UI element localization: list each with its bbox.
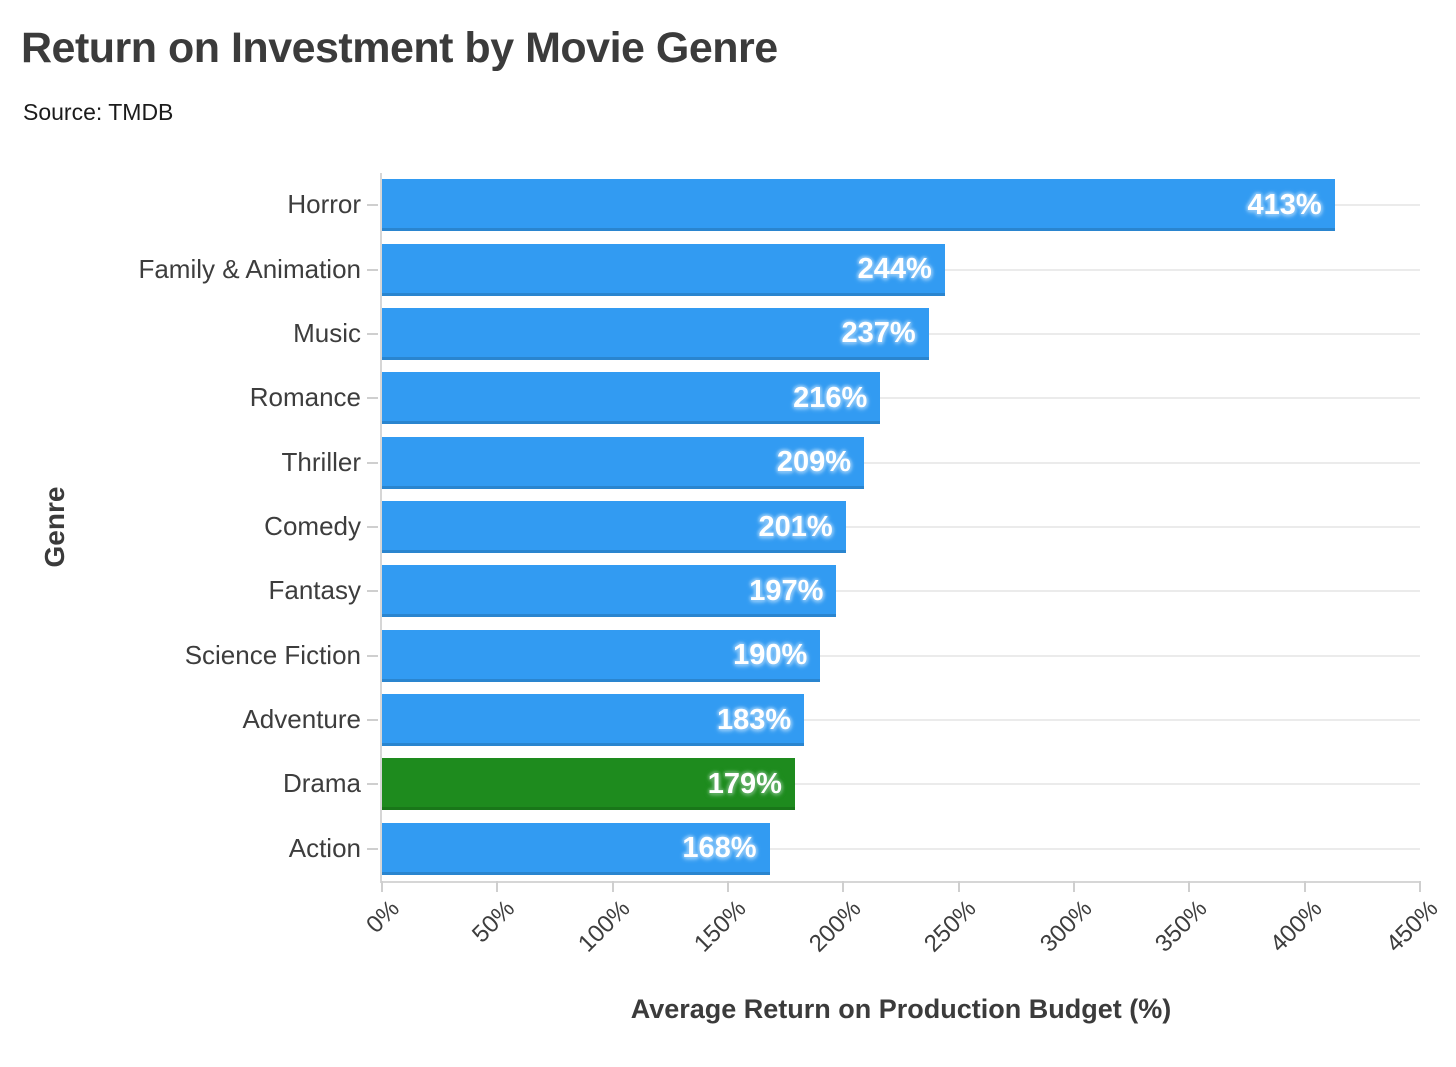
- bar-drama: 179%: [382, 758, 795, 811]
- y-category-label-romance: Romance: [249, 382, 361, 413]
- bar-value-label: 209%: [776, 446, 852, 479]
- bar-value-label: 413%: [1247, 188, 1322, 221]
- y-tick: [367, 783, 378, 786]
- x-tick-label: 100%: [573, 895, 636, 958]
- y-tick: [367, 719, 378, 722]
- bar-comedy: 201%: [382, 501, 846, 553]
- gridline: [382, 461, 1420, 464]
- gridline: [382, 397, 1420, 400]
- bar-value-label: 183%: [716, 703, 792, 736]
- gridline: [382, 526, 1420, 528]
- bar-science-fiction: 190%: [382, 629, 821, 682]
- bar-horror: 413%: [382, 179, 1335, 232]
- bar-fantasy: 197%: [382, 565, 837, 618]
- x-axis-line: [380, 881, 1420, 883]
- x-tick-label: 50%: [467, 895, 521, 949]
- chart-source: Source: TMDB: [23, 99, 174, 125]
- y-tick: [367, 654, 378, 657]
- y-axis-line: [380, 173, 382, 883]
- bar-music: 237%: [382, 307, 929, 360]
- plot-area: 413% Horror 244% Family & Animation 237% Musi…: [138, 173, 1443, 958]
- y-tick: [367, 847, 378, 850]
- chart-title: Return on Investment by Movie Genre: [21, 24, 778, 72]
- y-category-label-adventure: Adventure: [242, 703, 361, 734]
- bar-romance: 216%: [382, 372, 881, 425]
- gridline: [382, 590, 1420, 593]
- x-tick: [381, 881, 383, 892]
- bar-value-label: 197%: [749, 574, 824, 607]
- bar-value-label: 179%: [707, 767, 782, 800]
- bar-action: 168%: [382, 822, 770, 875]
- x-tick-label: 300%: [1034, 895, 1098, 958]
- y-tick: [367, 397, 378, 400]
- y-category-label-horror: Horror: [287, 189, 361, 220]
- y-category-label-music: Music: [293, 317, 361, 348]
- bar-value-label: 201%: [758, 510, 833, 543]
- bar-value-label: 216%: [793, 381, 868, 414]
- y-tick: [367, 461, 378, 464]
- bar-value-label: 190%: [733, 639, 808, 672]
- y-category-label-fantasy: Fantasy: [268, 575, 362, 606]
- x-tick: [727, 881, 729, 892]
- y-axis-title: Genre: [39, 486, 70, 568]
- x-tick: [957, 881, 960, 892]
- x-tick-label: 250%: [919, 895, 982, 958]
- x-tick-label: 350%: [1149, 895, 1213, 958]
- y-category-label-drama: Drama: [282, 768, 361, 799]
- bar-family-animation: 244%: [382, 243, 945, 296]
- gridline: [382, 847, 1420, 850]
- x-tick-label: 200%: [803, 895, 867, 958]
- y-tick: [367, 332, 378, 335]
- y-category-label-comedy: Comedy: [264, 510, 361, 541]
- x-tick: [1188, 881, 1191, 892]
- x-tick-label: 150%: [688, 895, 752, 958]
- y-category-label-science-fiction: Science Fiction: [184, 639, 361, 670]
- bar-value-label: 237%: [841, 317, 916, 350]
- x-tick: [611, 881, 614, 892]
- x-tick: [1419, 881, 1421, 892]
- x-tick: [842, 881, 845, 892]
- x-tick: [496, 881, 499, 892]
- x-tick: [1073, 881, 1075, 892]
- x-tick-label: 450%: [1380, 895, 1444, 958]
- y-tick: [367, 268, 378, 271]
- bar-thriller: 209%: [382, 436, 865, 489]
- bar-value-label: 244%: [857, 253, 932, 286]
- y-category-label-family-animation: Family & Animation: [138, 253, 361, 284]
- y-category-label-thriller: Thriller: [281, 446, 361, 477]
- gridline: [382, 654, 1420, 657]
- y-tick: [367, 526, 378, 528]
- y-category-label-action: Action: [288, 832, 361, 863]
- x-axis-title: Average Return on Production Budget (%): [630, 994, 1172, 1024]
- y-tick: [367, 204, 378, 207]
- bar-value-label: 168%: [682, 832, 757, 865]
- x-tick: [1303, 881, 1306, 892]
- gridline: [382, 783, 1420, 786]
- x-tick-label: 400%: [1265, 895, 1328, 958]
- x-tick-label: 0%: [361, 895, 406, 939]
- bar-adventure: 183%: [382, 694, 805, 747]
- gridline: [382, 719, 1420, 722]
- y-tick: [367, 590, 378, 593]
